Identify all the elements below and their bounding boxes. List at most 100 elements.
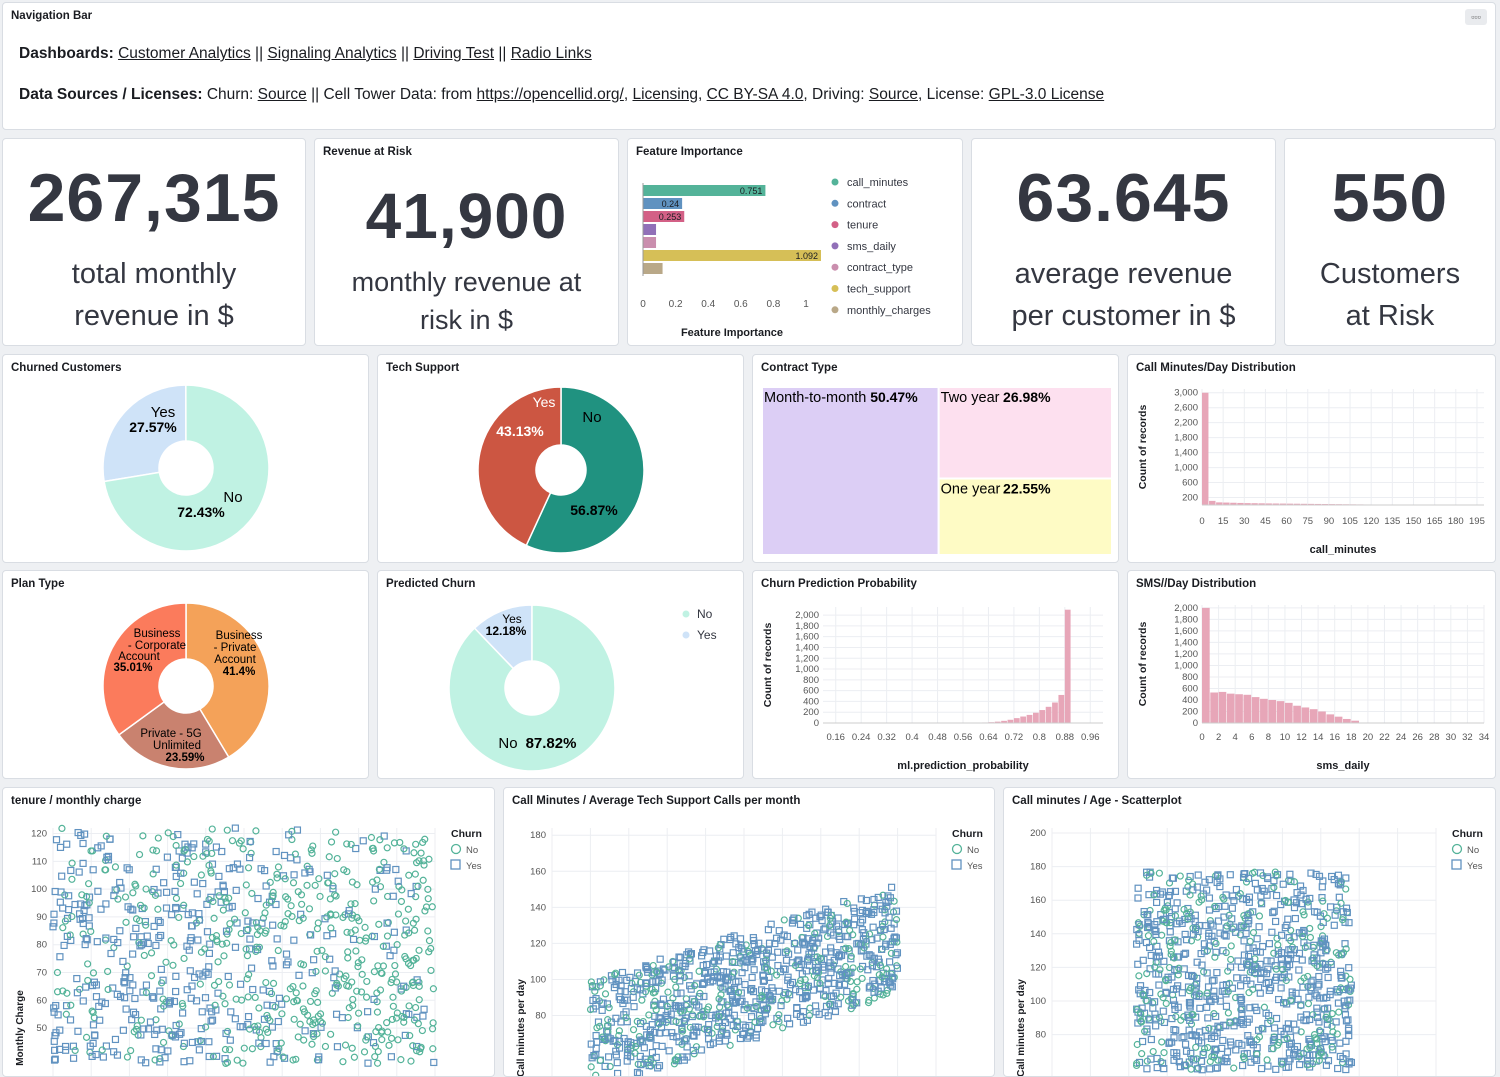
y-tick-label: 60 — [36, 995, 47, 1006]
link-customer-analytics[interactable]: Customer Analytics — [118, 45, 251, 62]
metric-caption-line2: at Risk — [1285, 295, 1495, 337]
y-tick-label: 1,400 — [795, 642, 819, 653]
link-gpl-license[interactable]: GPL-3.0 License — [989, 86, 1104, 103]
link-driving-source[interactable]: Source — [869, 86, 918, 103]
histogram-bar — [1235, 694, 1243, 723]
scatter-point-no — [416, 983, 422, 989]
revenue-at-risk-metric-panel: Revenue at Risk 41,900 monthly revenue a… — [314, 138, 619, 346]
scatter-point-yes — [279, 1001, 285, 1007]
y-tick-label: 400 — [803, 696, 819, 707]
scatter-point-no — [59, 825, 65, 831]
scatter-point-yes — [1256, 924, 1262, 930]
scatter-point-yes — [1336, 894, 1342, 900]
scatter-point-yes — [80, 998, 86, 1004]
scatter-point-yes — [207, 941, 213, 947]
x-tick-label: 105 — [1342, 516, 1358, 527]
feature-bar — [643, 263, 663, 274]
y-tick-label: 200 — [1030, 828, 1046, 839]
x-tick-label: 180 — [1448, 516, 1464, 527]
link-radio-links[interactable]: Radio Links — [511, 45, 592, 62]
scatter-point-yes — [655, 1065, 661, 1071]
scatter-point-yes — [302, 1028, 308, 1034]
scatter-point-yes — [431, 1059, 437, 1065]
scatter-point-yes — [133, 925, 139, 931]
link-driving-test[interactable]: Driving Test — [413, 45, 494, 62]
scatter-point-no — [646, 1012, 652, 1018]
treemap-cell-value: 50.47% — [870, 389, 918, 405]
panel-options-icon[interactable]: ▫▫▫ — [1465, 9, 1487, 25]
scatter-point-no — [888, 950, 894, 956]
sms-histogram: 02004006008001,0001,2001,4001,6001,8002,… — [1128, 571, 1496, 779]
scatter-point-no — [87, 1049, 93, 1055]
legend-swatch — [832, 306, 839, 313]
scatter-point-yes — [1240, 1063, 1246, 1069]
panel-title: Revenue at Risk — [323, 146, 412, 158]
scatter-point-yes — [1227, 872, 1233, 878]
scatter-point-no — [362, 1049, 368, 1055]
scatter-point-yes — [130, 982, 136, 988]
metric-caption-line1: average revenue — [972, 253, 1275, 295]
x-tick-label: 90 — [1324, 516, 1335, 527]
x-tick-label: 0.8 — [766, 299, 780, 310]
scatter-point-no — [72, 1047, 78, 1053]
y-tick-label: 1,000 — [1174, 463, 1198, 474]
scatter-point-yes — [1266, 941, 1272, 947]
scatter-point-yes — [659, 1043, 665, 1049]
legend-label: No — [967, 845, 979, 856]
x-tick-label: 4 — [1233, 732, 1238, 743]
scatter-point-no — [154, 848, 160, 854]
scatter-point-yes — [68, 1017, 74, 1023]
y-axis-title: Count of records — [1137, 622, 1149, 707]
scatter-point-no — [143, 922, 149, 928]
x-tick-label: 18 — [1346, 732, 1357, 743]
legend-swatch — [832, 221, 839, 228]
scatter-point-yes — [1338, 968, 1344, 974]
link-opencellid[interactable]: https://opencellid.org/ — [477, 86, 624, 103]
legend-swatch — [832, 242, 839, 249]
scatter-point-yes — [199, 1009, 205, 1015]
scatter-point-no — [1139, 1051, 1145, 1057]
histogram-bar — [1202, 393, 1208, 505]
scatter-point-yes — [334, 1011, 340, 1017]
legend-label: contract — [847, 198, 886, 210]
y-tick-label: 1,800 — [1174, 614, 1198, 625]
y-axis-title: Count of records — [762, 623, 774, 708]
scatter-point-yes — [156, 935, 162, 941]
y-axis-title: Call minutes per day — [516, 979, 527, 1077]
scatter-point-yes — [63, 1043, 69, 1049]
scatter-point-no — [345, 1015, 351, 1021]
y-tick-label: 80 — [535, 1011, 546, 1022]
link-churn-source[interactable]: Source — [258, 86, 307, 103]
x-tick-label: 24 — [1396, 732, 1407, 743]
histogram-bar — [1209, 501, 1215, 505]
slice-value-label: 27.57% — [129, 419, 177, 435]
scatter-point-yes — [1285, 916, 1291, 922]
link-signaling-analytics[interactable]: Signaling Analytics — [267, 45, 396, 62]
scatter-point-yes — [593, 1033, 599, 1039]
scatter-point-no — [288, 903, 294, 909]
scatter-point-yes — [196, 1047, 202, 1053]
scatter-point-no — [155, 835, 161, 841]
slice-name-label: Business — [216, 630, 263, 642]
y-tick-label: 1,800 — [795, 621, 819, 632]
scatter-point-yes — [196, 911, 202, 917]
scatter-point-no — [304, 882, 310, 888]
link-licensing[interactable]: Licensing — [632, 86, 698, 103]
y-tick-label: 100 — [1030, 996, 1046, 1007]
x-tick-label: 0.72 — [1005, 732, 1024, 743]
scatter-point-no — [226, 982, 232, 988]
y-tick-label: 180 — [530, 830, 546, 841]
scatter-point-no — [197, 981, 203, 987]
scatter-point-yes — [421, 1006, 427, 1012]
scatter-point-no — [314, 926, 320, 932]
x-tick-label: 0.32 — [877, 732, 896, 743]
scatter-point-no — [291, 1016, 297, 1022]
link-cc-by-sa[interactable]: CC BY-SA 4.0 — [707, 86, 804, 103]
scatter-point-no — [1225, 1010, 1231, 1016]
scatter-point-no — [350, 996, 356, 1002]
scatter-point-no — [224, 827, 230, 833]
x-tick-label: 0 — [1199, 732, 1204, 743]
scatter-point-yes — [1319, 884, 1325, 890]
